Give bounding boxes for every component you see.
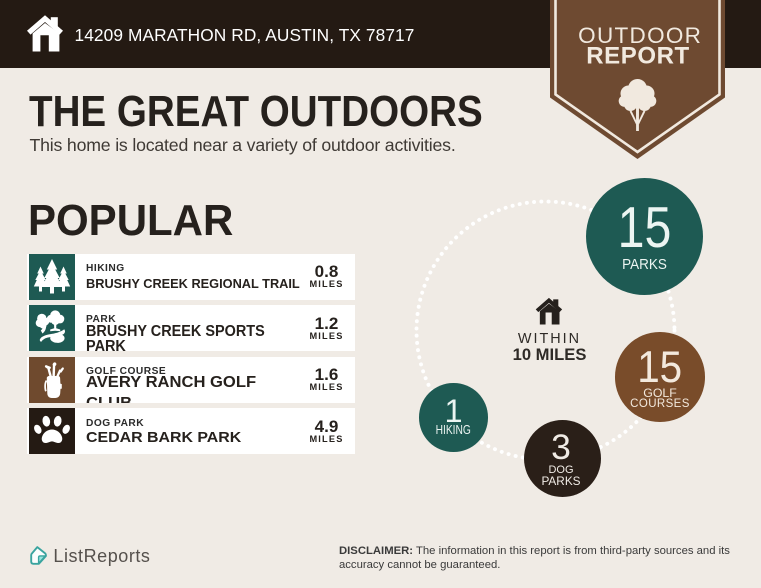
svg-text:REPORT: REPORT [586, 43, 690, 70]
svg-text:OUTDOOR: OUTDOOR [578, 23, 702, 48]
